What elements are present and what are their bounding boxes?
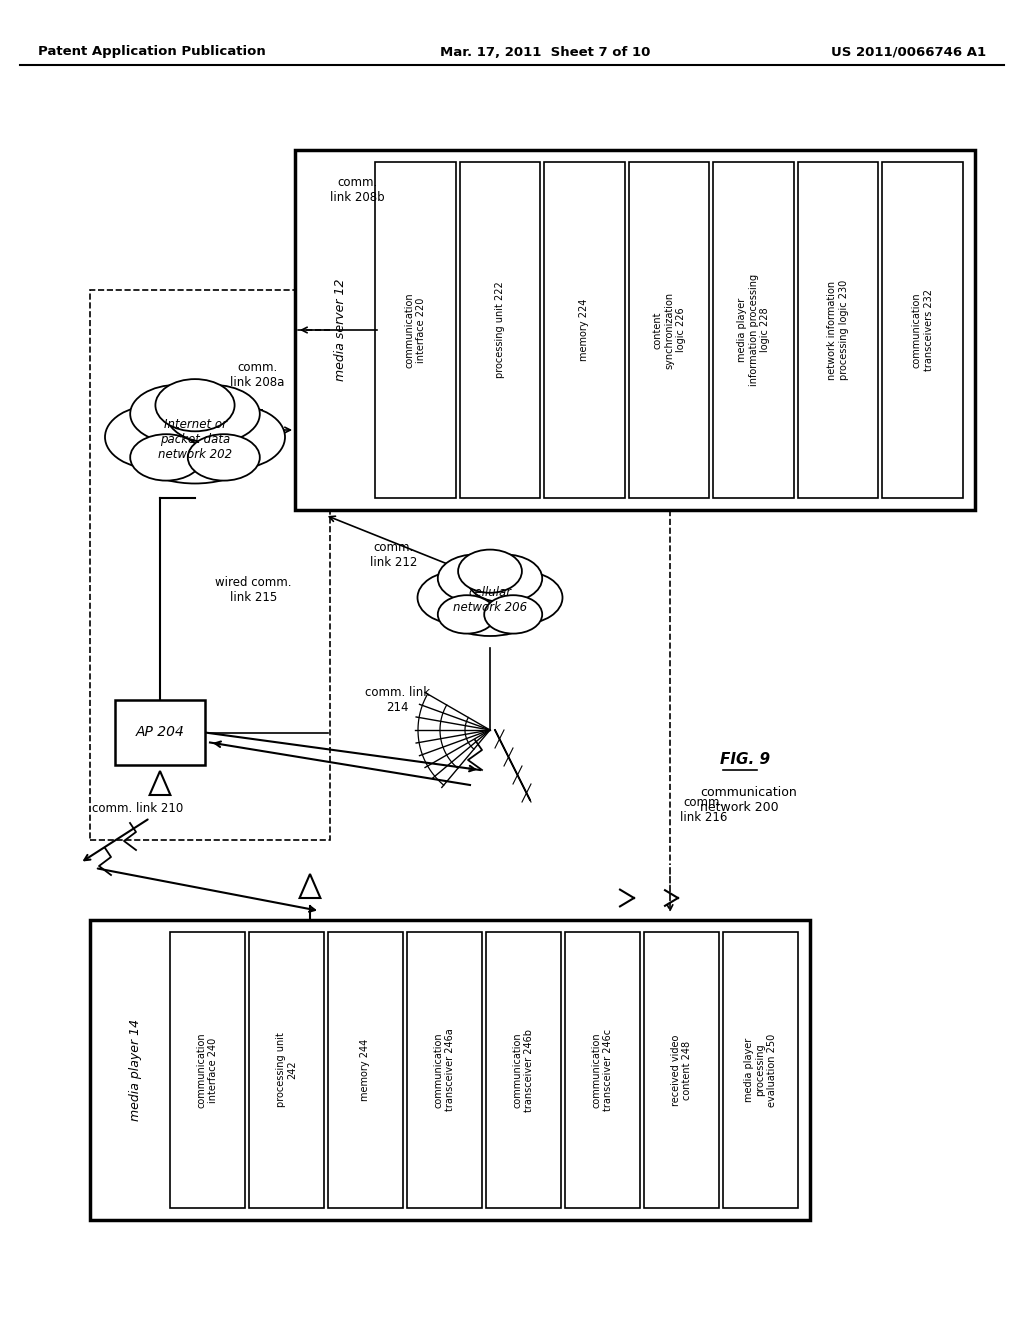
Ellipse shape xyxy=(432,564,548,636)
Text: media player
information processing
logic 228: media player information processing logi… xyxy=(737,275,770,385)
Bar xyxy=(798,162,879,498)
Text: comm.
link 208b: comm. link 208b xyxy=(330,176,385,205)
Bar xyxy=(723,932,798,1208)
Text: communication
transceivers 232: communication transceivers 232 xyxy=(912,289,934,371)
Text: cellular
network 206: cellular network 206 xyxy=(453,586,527,614)
Text: communication
network 200: communication network 200 xyxy=(700,785,797,814)
Ellipse shape xyxy=(438,595,496,634)
Ellipse shape xyxy=(105,405,206,469)
Text: communication
interface 220: communication interface 220 xyxy=(404,292,426,368)
Bar xyxy=(714,162,794,498)
Bar xyxy=(295,150,975,510)
Text: FIG. 9: FIG. 9 xyxy=(720,752,770,767)
Text: Internet or
packet data
network 202: Internet or packet data network 202 xyxy=(158,418,232,462)
Text: comm.
link 216: comm. link 216 xyxy=(680,796,727,824)
Ellipse shape xyxy=(187,434,260,480)
Bar xyxy=(375,162,456,498)
Bar xyxy=(544,162,625,498)
Text: Mar. 17, 2011  Sheet 7 of 10: Mar. 17, 2011 Sheet 7 of 10 xyxy=(440,45,650,58)
Ellipse shape xyxy=(156,379,234,432)
Text: processing unit 222: processing unit 222 xyxy=(495,281,505,379)
Ellipse shape xyxy=(467,554,542,602)
Ellipse shape xyxy=(481,572,562,624)
Text: communication
interface 240: communication interface 240 xyxy=(197,1032,218,1107)
Ellipse shape xyxy=(418,572,499,624)
Bar xyxy=(90,920,810,1220)
Text: communication
transceiver 246c: communication transceiver 246c xyxy=(592,1028,613,1111)
Bar xyxy=(883,162,963,498)
Bar xyxy=(644,932,719,1208)
Text: received video
content 248: received video content 248 xyxy=(671,1035,692,1106)
Text: Patent Application Publication: Patent Application Publication xyxy=(38,45,266,58)
Bar xyxy=(629,162,710,498)
Text: US 2011/0066746 A1: US 2011/0066746 A1 xyxy=(830,45,986,58)
Ellipse shape xyxy=(130,385,224,444)
Ellipse shape xyxy=(123,396,267,483)
Ellipse shape xyxy=(184,405,285,469)
Text: comm.
link 208a: comm. link 208a xyxy=(230,360,285,389)
Bar xyxy=(170,932,245,1208)
Text: comm.
link 212: comm. link 212 xyxy=(370,541,418,569)
Bar xyxy=(90,290,330,840)
Ellipse shape xyxy=(484,595,542,634)
Bar xyxy=(460,162,540,498)
Text: memory 244: memory 244 xyxy=(360,1039,371,1101)
Text: comm. link 210: comm. link 210 xyxy=(92,801,183,814)
Bar xyxy=(115,700,205,766)
Bar xyxy=(407,932,482,1208)
Text: communication
transceiver 246a: communication transceiver 246a xyxy=(434,1028,456,1111)
Text: AP 204: AP 204 xyxy=(135,726,184,739)
Text: processing unit
242: processing unit 242 xyxy=(275,1032,297,1107)
Ellipse shape xyxy=(458,549,522,593)
Ellipse shape xyxy=(438,554,513,602)
Text: wired comm.
link 215: wired comm. link 215 xyxy=(215,576,292,605)
Bar xyxy=(249,932,324,1208)
Text: content
synchronization
logic 226: content synchronization logic 226 xyxy=(652,292,686,368)
Text: communication
transceiver 246b: communication transceiver 246b xyxy=(513,1028,535,1111)
Bar xyxy=(486,932,561,1208)
Text: media server 12: media server 12 xyxy=(334,279,346,381)
Text: comm. link
214: comm. link 214 xyxy=(365,686,430,714)
Text: media player 14: media player 14 xyxy=(128,1019,141,1121)
Ellipse shape xyxy=(166,385,260,444)
Bar xyxy=(565,932,640,1208)
Text: network information
processing logic 230: network information processing logic 230 xyxy=(827,280,849,380)
Ellipse shape xyxy=(130,434,202,480)
Bar xyxy=(328,932,403,1208)
Text: memory 224: memory 224 xyxy=(580,298,590,362)
Text: media player
processing
evaluation 250: media player processing evaluation 250 xyxy=(743,1034,777,1106)
